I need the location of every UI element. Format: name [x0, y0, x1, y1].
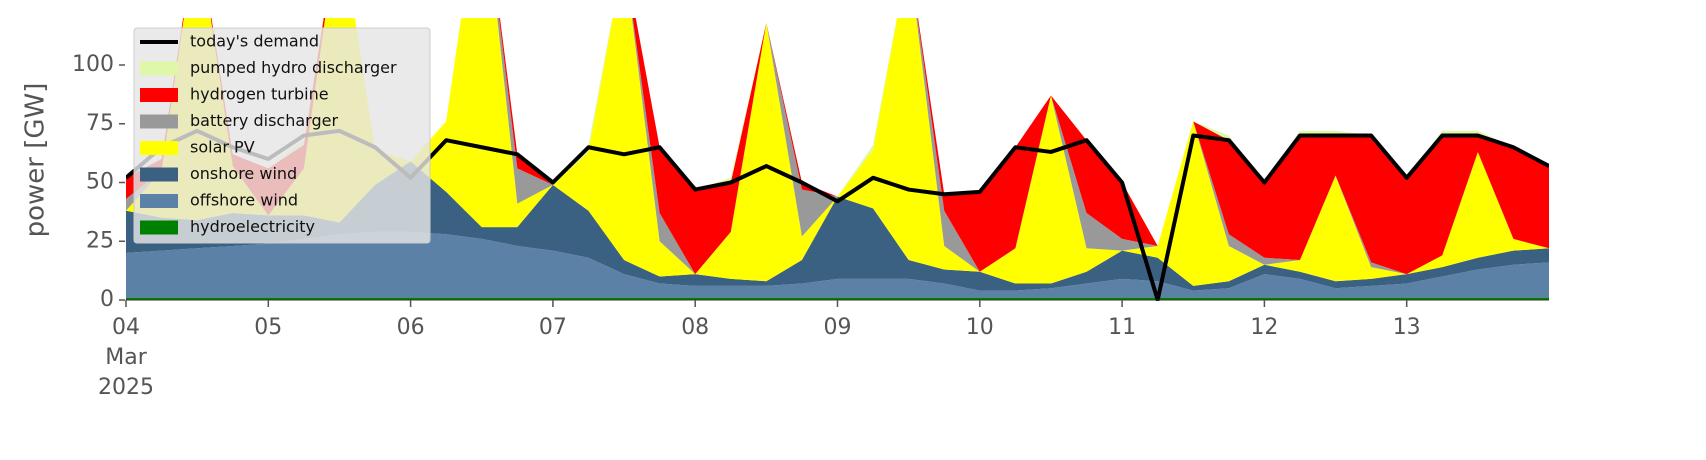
- y-tick-label: 50: [86, 170, 114, 195]
- x-year-label: 2025: [98, 375, 154, 400]
- legend-label: today's demand: [190, 32, 319, 51]
- x-tick-label: 06: [397, 315, 425, 340]
- x-tick-label: 05: [254, 315, 282, 340]
- legend-label: hydrogen turbine: [190, 85, 329, 104]
- x-tick-label: 13: [1393, 315, 1421, 340]
- area: [126, 297, 1549, 300]
- x-tick-label: 04: [112, 315, 140, 340]
- legend-label: solar PV: [190, 138, 255, 157]
- legend: today's demand pumped hydro discharger hyd…: [133, 27, 431, 244]
- legend-swatch: [140, 114, 178, 129]
- legend-swatch: [140, 167, 178, 182]
- y-tick-label: 0: [100, 287, 114, 312]
- legend-swatch: [140, 220, 178, 235]
- legend-box: [133, 27, 431, 244]
- legend-label: offshore wind: [190, 191, 298, 210]
- x-tick-label: 11: [1108, 315, 1136, 340]
- legend-swatch: [140, 194, 178, 208]
- x-month-label: Mar: [105, 345, 147, 370]
- area: [126, 231, 1549, 298]
- area: [126, 161, 1549, 291]
- x-tick-label: 07: [539, 315, 567, 340]
- y-tick-label: 100: [72, 52, 114, 77]
- legend-swatch: [140, 61, 178, 76]
- legend-label: onshore wind: [190, 164, 297, 183]
- y-tick-label: 75: [86, 111, 114, 136]
- y-axis-label: power [GW]: [21, 83, 51, 238]
- area: [126, 18, 1549, 275]
- x-tick-label: 09: [824, 315, 852, 340]
- legend-label: hydroelectricity: [190, 217, 315, 236]
- x-tick-label: 08: [681, 315, 709, 340]
- x-tick-label: 12: [1250, 315, 1278, 340]
- area: [126, 18, 1549, 286]
- x-tick-label: 10: [966, 315, 994, 340]
- y-tick-label: 25: [86, 228, 114, 253]
- legend-label: battery discharger: [190, 111, 338, 130]
- legend-swatch: [140, 141, 178, 155]
- legend-label: pumped hydro discharger: [190, 58, 397, 77]
- legend-swatch: [140, 88, 178, 102]
